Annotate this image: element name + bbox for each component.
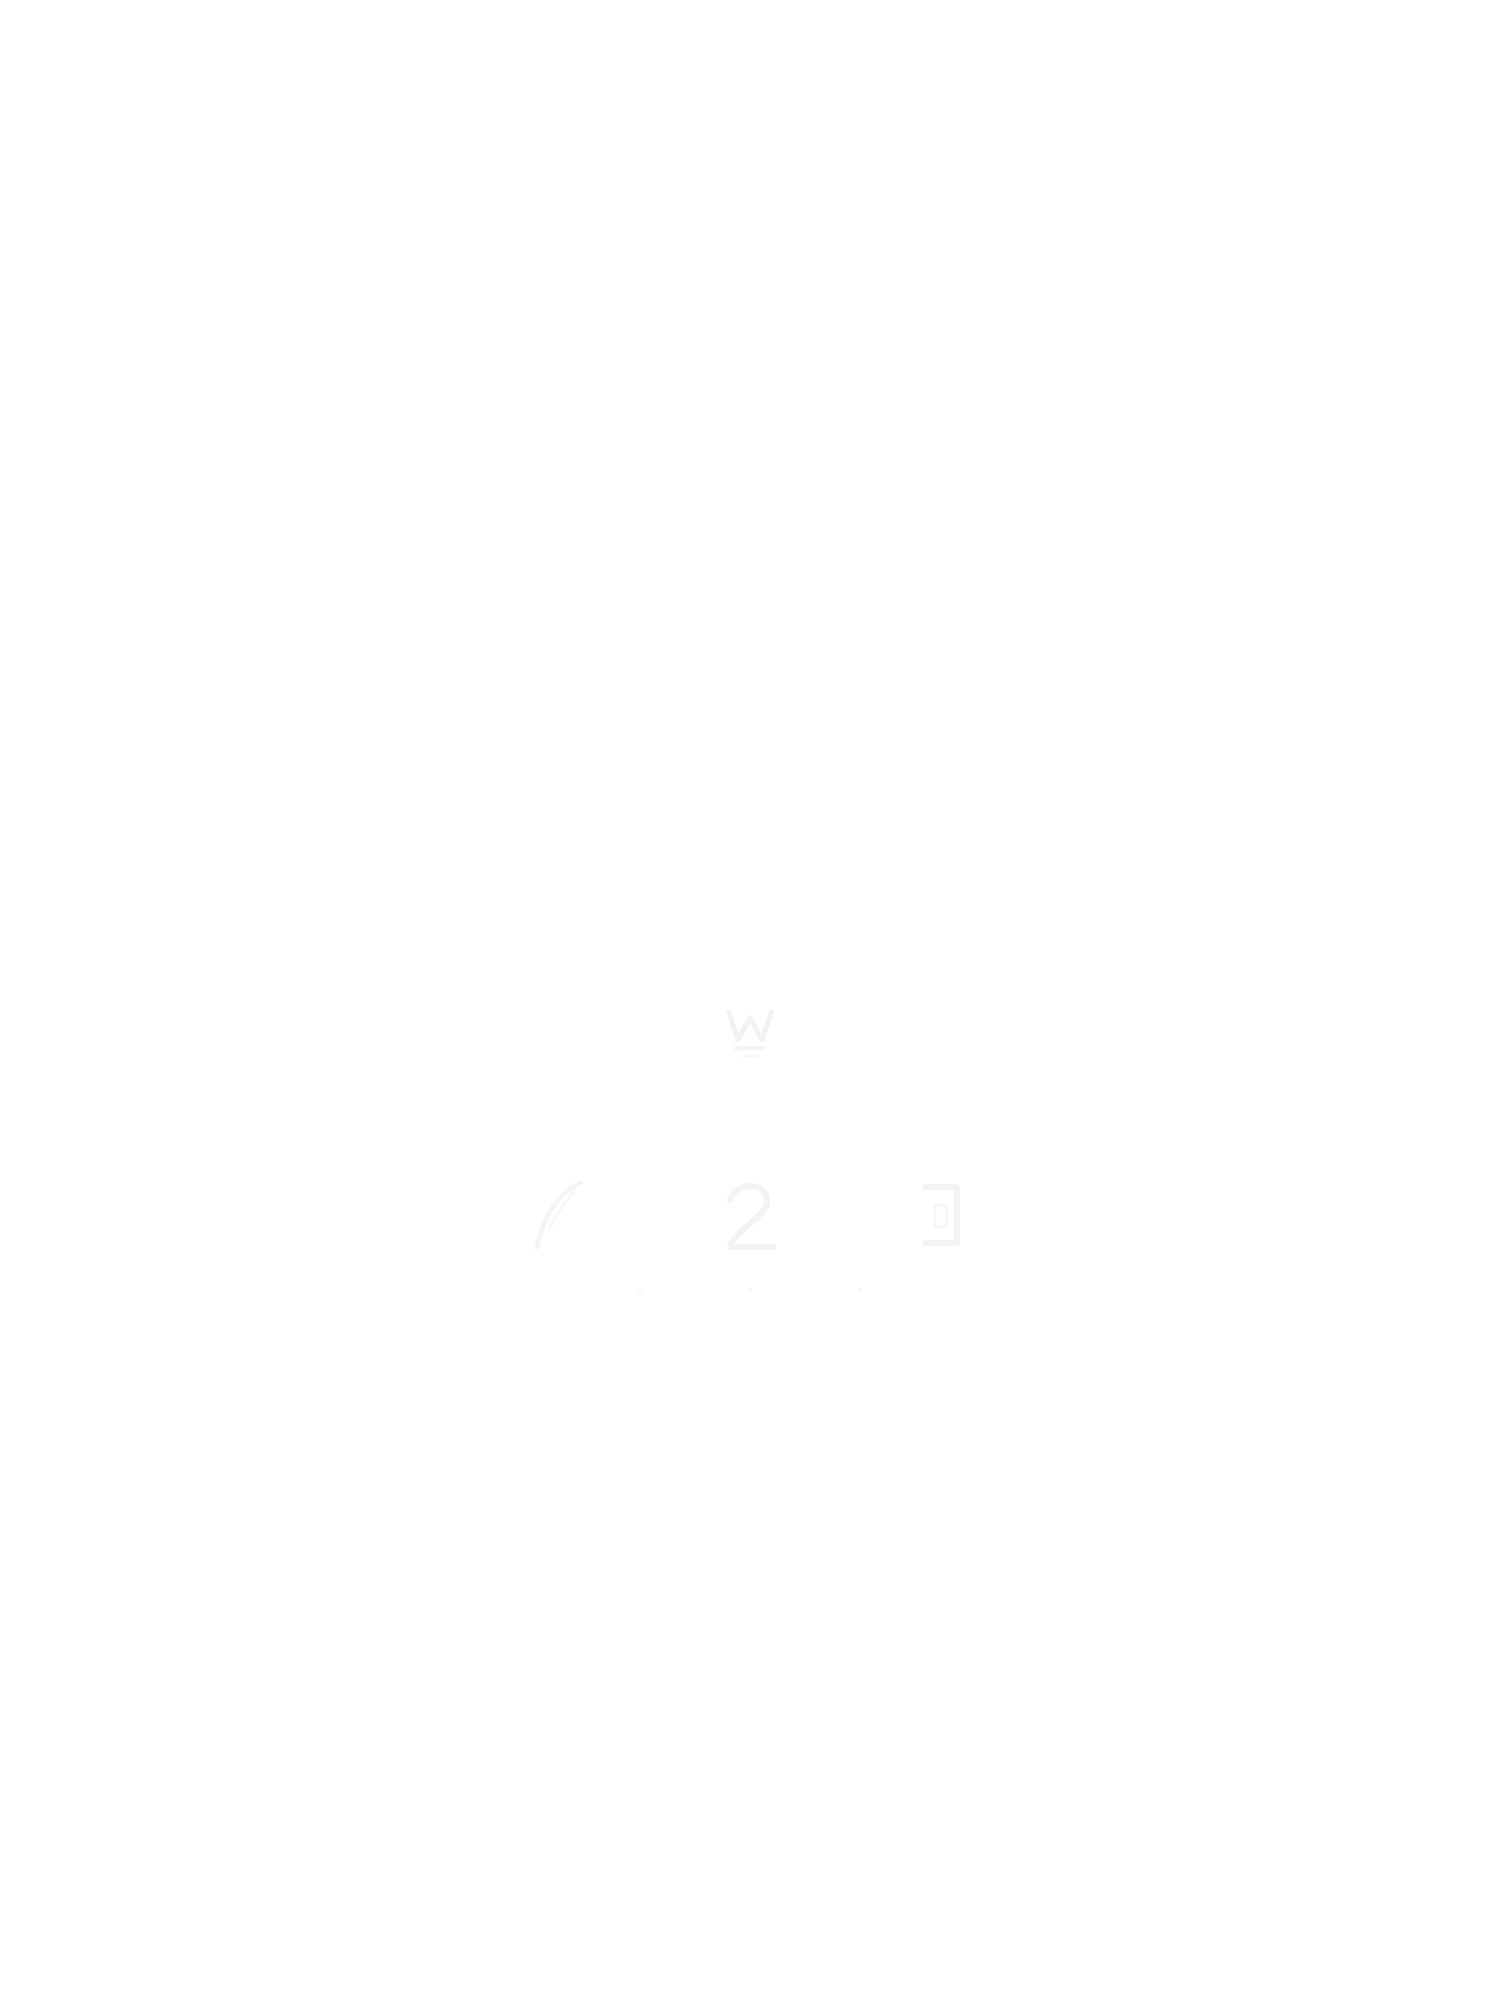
- faint-dots-decoration: [638, 1288, 862, 1292]
- faint-glyph-row: [525, 1175, 975, 1255]
- faint-emblem-icon: [725, 1009, 775, 1058]
- bracket-glyph-icon: [923, 1184, 960, 1246]
- feather-glyph-icon: [534, 1180, 583, 1250]
- numeral-glyph-icon: [727, 1183, 776, 1250]
